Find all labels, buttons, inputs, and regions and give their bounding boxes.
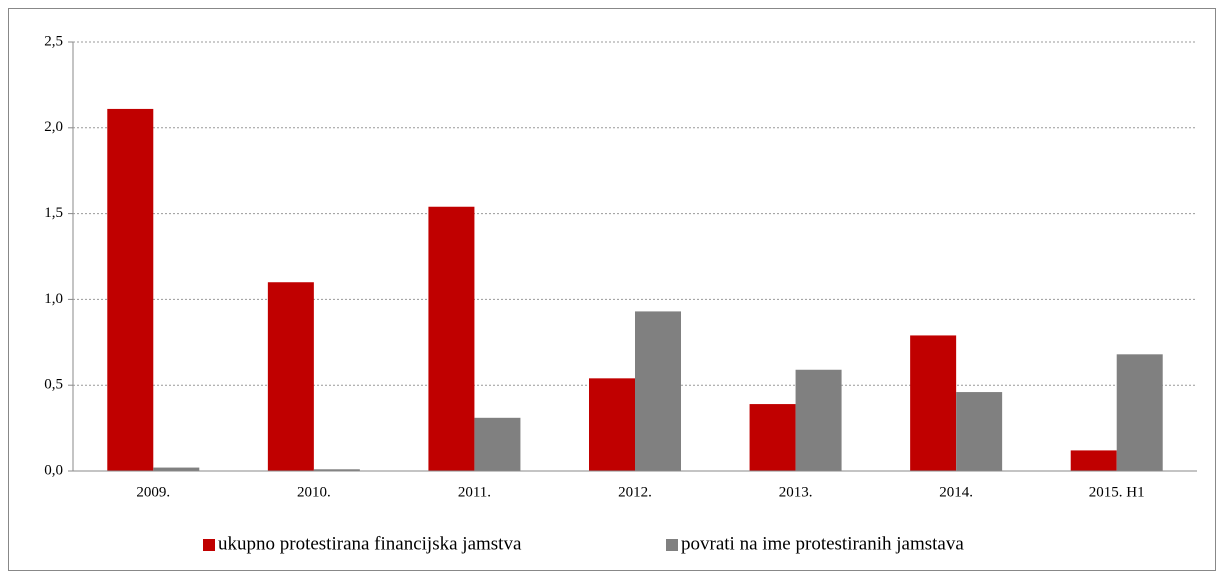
y-tick-label: 1,0: [44, 291, 63, 307]
chart-border: [8, 8, 1216, 571]
y-tick-label: 1,5: [44, 205, 63, 221]
legend-swatch: [203, 539, 215, 551]
x-tick-label: 2010.: [297, 484, 331, 500]
bar: [428, 206, 475, 471]
bar: [795, 369, 842, 471]
bar: [267, 282, 314, 471]
y-tick-label: 0,0: [44, 462, 63, 478]
x-tick-label: 2011.: [458, 484, 491, 500]
y-tick-label: 0,5: [44, 377, 63, 393]
bar: [107, 108, 154, 471]
bar: [956, 392, 1003, 471]
bar: [313, 469, 360, 471]
x-tick-label: 2009.: [136, 484, 170, 500]
legend-label: ukupno protestirana financijska jamstva: [218, 533, 522, 554]
x-tick-label: 2014.: [939, 484, 973, 500]
bar: [474, 417, 521, 471]
x-tick-label: 2013.: [779, 484, 813, 500]
x-tick-label: 2015. H1: [1089, 484, 1145, 500]
bar: [1070, 450, 1117, 471]
bar: [910, 335, 957, 471]
y-tick-label: 2,5: [44, 33, 63, 49]
bar: [153, 467, 200, 471]
bar: [749, 404, 796, 471]
bar: [635, 311, 681, 471]
bar: [1116, 354, 1163, 471]
x-tick-label: 2012.: [618, 484, 652, 500]
bar: [589, 378, 635, 471]
legend-label: povrati na ime protestiranih jamstava: [681, 533, 964, 554]
legend-swatch: [666, 539, 678, 551]
y-tick-label: 2,0: [44, 119, 63, 135]
